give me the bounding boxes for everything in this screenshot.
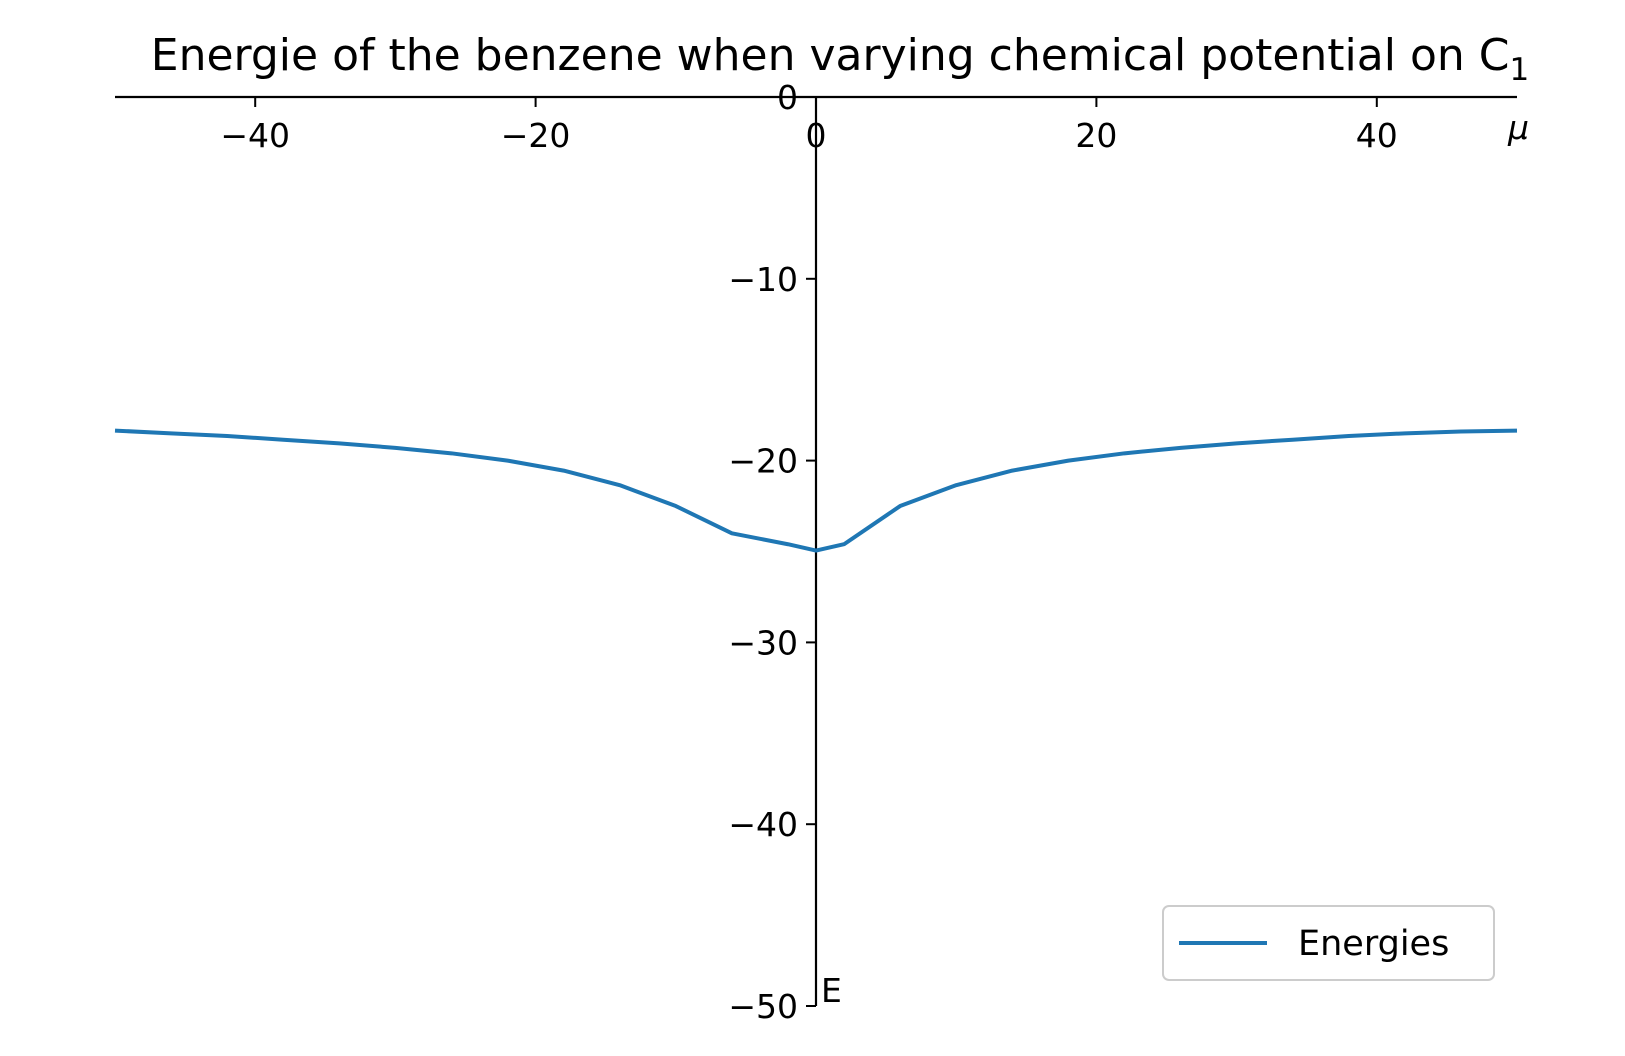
x-tick-label: 20 — [1075, 116, 1117, 155]
y-tick-label: −50 — [728, 987, 798, 1026]
x-tick-label: 40 — [1356, 116, 1398, 155]
y-tick-label: 0 — [777, 78, 798, 117]
chart-title-main: Energie of the benzene when varying chem… — [151, 30, 1510, 81]
y-tick-label: −40 — [728, 805, 798, 844]
y-ticks: 0 −10 −20 −30 −40 −50 — [728, 78, 816, 1026]
y-tick-label: −20 — [728, 442, 798, 481]
y-axis-label: E — [821, 971, 842, 1010]
x-tick-label: −20 — [501, 116, 571, 155]
chart-title-subscript: 1 — [1509, 52, 1529, 88]
x-tick-label: −40 — [220, 116, 290, 155]
series-group — [114, 428, 1518, 553]
x-ticks: −40 −20 0 20 40 — [220, 97, 1398, 155]
chart-title: Energie of the benzene when varying chem… — [151, 30, 1529, 88]
y-tick-label: −30 — [728, 623, 798, 662]
legend: Energies — [1162, 905, 1495, 981]
y-tick-label: −10 — [728, 260, 798, 299]
legend-entry-label: Energies — [1298, 924, 1449, 964]
x-tick-label: 0 — [806, 116, 827, 155]
legend-box — [1162, 905, 1495, 981]
x-axis-label: μ — [1507, 108, 1529, 147]
series-line-energies — [114, 428, 1518, 553]
